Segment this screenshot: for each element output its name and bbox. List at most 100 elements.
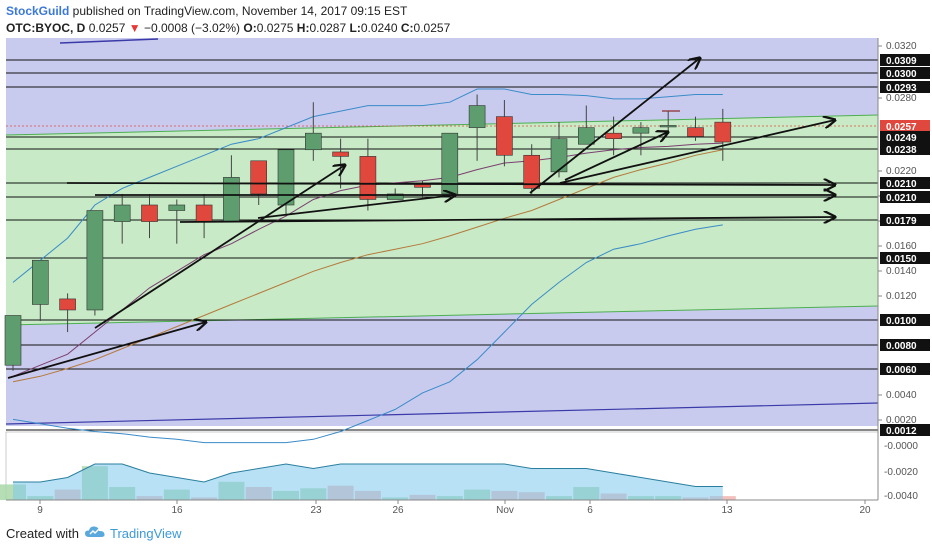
candlesticks — [4, 94, 732, 371]
chart-header: StockGuild published on TradingView.com,… — [0, 0, 932, 38]
candle — [659, 111, 677, 134]
tradingview-brand[interactable]: TradingView — [110, 526, 182, 541]
level-price-box — [880, 143, 930, 155]
candle — [605, 116, 622, 156]
candle — [359, 138, 377, 211]
candle-down-body — [359, 156, 377, 200]
time-axis-background — [0, 500, 932, 518]
trend-arrow — [559, 120, 835, 184]
trend-arrow — [179, 217, 835, 222]
volume-ma-line — [13, 463, 723, 487]
trend-arrow — [564, 132, 668, 181]
candle-up-body — [386, 193, 404, 200]
level-price-box — [880, 177, 930, 189]
candle — [714, 108, 732, 161]
candle-up-body — [659, 125, 677, 128]
level-price-label: 0.0179 — [886, 216, 917, 227]
price-tick-label: 0.0140 — [886, 266, 917, 277]
date-tick-label: 20 — [859, 505, 871, 516]
price-chart[interactable]: 0.03200.02800.02200.02000.01800.01600.01… — [0, 0, 932, 518]
low-value: 0.0240 — [360, 21, 398, 35]
close-label: C: — [400, 21, 414, 35]
level-price-box — [880, 67, 930, 79]
candle — [523, 144, 541, 194]
top-trend-line — [59, 38, 159, 44]
candle-down-body — [687, 127, 704, 137]
date-tick-label: Nov — [496, 505, 514, 516]
author-name[interactable]: StockGuild — [6, 4, 70, 18]
candle-down-body — [496, 116, 513, 156]
level-price-label: 0.0238 — [886, 145, 917, 156]
candle — [687, 116, 704, 141]
candle-down-body — [332, 151, 349, 157]
candle — [4, 315, 22, 371]
last-price: 0.0257 — [88, 21, 126, 35]
symbol-label: OTC:BYOC, D — [6, 21, 86, 35]
volume-tick-label: -0.0000 — [884, 441, 918, 452]
down-arrow-icon: ▼ — [128, 21, 141, 35]
long-trend-line — [5, 402, 879, 425]
level-price-label: 0.0100 — [886, 316, 917, 327]
last-price-box — [880, 120, 930, 132]
date-tick-label: 16 — [171, 505, 183, 516]
candle — [550, 122, 568, 178]
candle-down-body — [250, 160, 267, 195]
high-value: 0.0287 — [309, 21, 347, 35]
candle-down-body — [414, 182, 431, 188]
candle-down-body — [523, 154, 541, 189]
open-label: O: — [243, 21, 257, 35]
level-price-box — [880, 363, 930, 375]
candle — [577, 105, 595, 145]
candle — [59, 293, 76, 333]
trend-arrows — [7, 58, 835, 379]
level-price-box — [880, 131, 930, 143]
candle — [468, 94, 486, 161]
open-value: 0.0275 — [256, 21, 294, 35]
level-price-label: 0.0257 — [886, 122, 917, 133]
trend-arrow — [66, 183, 835, 185]
channel-lower-line — [5, 305, 879, 326]
date-tick-label: 23 — [310, 505, 322, 516]
level-price-box — [880, 339, 930, 351]
candle-up-body — [304, 132, 322, 151]
ohlc-line: OTC:BYOC, D 0.0257 ▼ −0.0008 (−3.02%) O:… — [6, 21, 450, 35]
level-price-box — [880, 424, 930, 436]
level-price-label: 0.0300 — [886, 69, 917, 80]
chart-background — [5, 38, 879, 501]
price-tick-label: 0.0160 — [886, 241, 917, 252]
created-with-text: Created with — [6, 526, 79, 541]
level-price-box — [880, 214, 930, 226]
candle-up-body — [31, 259, 49, 305]
candle-down-body — [605, 132, 622, 140]
channel-upper-line — [5, 114, 879, 136]
price-axis: 0.03200.02800.02200.02000.01800.01600.01… — [877, 38, 932, 502]
level-price-box — [880, 54, 930, 66]
low-label: L: — [349, 21, 361, 35]
date-tick-label: 9 — [37, 505, 43, 516]
candle-up-body — [113, 204, 131, 222]
trend-arrow — [94, 165, 345, 329]
trend-arrow — [529, 58, 700, 194]
price-tick-label: 0.0280 — [886, 93, 917, 104]
footer: Created with TradingView — [0, 518, 932, 550]
high-label: H: — [296, 21, 310, 35]
bollinger-upper-line — [12, 88, 723, 283]
candle-up-body — [277, 149, 295, 206]
candle — [168, 199, 186, 244]
tradingview-cloud-icon — [85, 526, 105, 537]
price-tick-label: 0.0120 — [886, 291, 917, 302]
candle — [141, 193, 158, 239]
candle — [223, 155, 240, 222]
level-price-label: 0.0309 — [886, 56, 917, 67]
candle-up-body — [550, 138, 568, 173]
candle-up-body — [577, 127, 595, 145]
candle-up-body — [468, 105, 486, 128]
bollinger-lower-line — [12, 224, 723, 444]
publish-line: StockGuild published on TradingView.com,… — [6, 4, 407, 18]
time-axis: 9 16 23 26 Nov 6 13 20 — [0, 499, 932, 518]
slow-moving-average-line — [12, 149, 723, 383]
volume-ma-area — [13, 464, 723, 500]
candle — [496, 100, 513, 167]
close-value: 0.0257 — [413, 21, 451, 35]
level-price-label: 0.0249 — [886, 133, 917, 144]
